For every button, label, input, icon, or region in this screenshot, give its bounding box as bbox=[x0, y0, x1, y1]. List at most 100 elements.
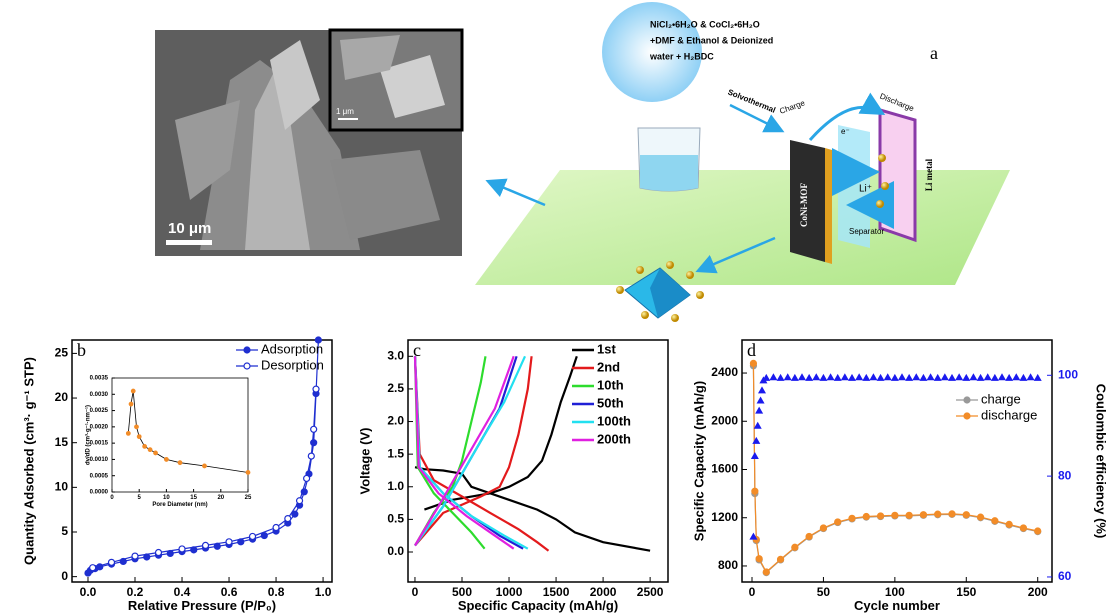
x-tick-label: 2500 bbox=[637, 585, 664, 599]
y-tick-label: 800 bbox=[718, 558, 738, 572]
data-point bbox=[261, 533, 267, 539]
data-point bbox=[304, 475, 310, 481]
x-tick-label: 50 bbox=[817, 585, 831, 599]
data-point bbox=[998, 373, 1006, 380]
data-point bbox=[820, 525, 826, 531]
data-point bbox=[812, 373, 820, 380]
electron-label: e⁻ bbox=[841, 127, 850, 136]
sem-image: 10 μm 1 μm bbox=[155, 30, 462, 256]
y-tick-label: 3.0 bbox=[387, 348, 404, 362]
data-point bbox=[912, 373, 920, 380]
legend-label: 10th bbox=[597, 377, 624, 392]
data-point bbox=[308, 453, 314, 459]
data-point bbox=[827, 373, 835, 380]
data-point bbox=[991, 374, 999, 381]
data-point bbox=[246, 471, 250, 475]
data-point bbox=[179, 546, 185, 552]
y2-tick-label: 80 bbox=[1058, 468, 1072, 482]
legend-label: discharge bbox=[981, 407, 1037, 422]
data-point bbox=[855, 373, 863, 380]
schematic: NiCl₂•6H₂O & CoCl₂•6H₂O +DMF & Ethanol &… bbox=[475, 2, 1010, 322]
y-tick-label: 25 bbox=[55, 346, 69, 360]
data-point bbox=[108, 559, 114, 565]
x-tick-label: 15 bbox=[190, 495, 197, 501]
data-point bbox=[750, 360, 756, 366]
data-point bbox=[920, 512, 926, 518]
data-point bbox=[137, 435, 141, 439]
x-tick-label: 1.0 bbox=[315, 585, 332, 599]
data-point bbox=[297, 498, 303, 504]
data-point bbox=[878, 513, 884, 519]
data-point bbox=[791, 374, 799, 381]
y-tick-label: 1200 bbox=[711, 510, 738, 524]
data-point bbox=[877, 374, 885, 381]
x-tick-label: 10 bbox=[163, 495, 170, 501]
data-point bbox=[755, 407, 763, 414]
data-point bbox=[1006, 521, 1012, 527]
y-tick-label: 1.0 bbox=[387, 479, 404, 493]
y-tick-label: 2400 bbox=[711, 365, 738, 379]
solvothermal-label: Solvothermal bbox=[726, 87, 776, 114]
y-tick-label: 0.0005 bbox=[90, 473, 109, 479]
data-point bbox=[892, 512, 898, 518]
y-tick-label: 0.0 bbox=[387, 544, 404, 558]
panel-label: d bbox=[747, 340, 756, 360]
x-tick-label: 0 bbox=[749, 585, 756, 599]
x-tick-label: 1500 bbox=[543, 585, 570, 599]
legend-label: 1st bbox=[597, 341, 616, 356]
data-point bbox=[165, 458, 169, 462]
y-tick-label: 2000 bbox=[711, 413, 738, 427]
data-point bbox=[935, 511, 941, 517]
data-line bbox=[93, 389, 316, 568]
x-axis-label: Cycle number bbox=[854, 598, 940, 613]
data-point bbox=[757, 397, 765, 404]
y-tick-label: 0.0030 bbox=[90, 392, 109, 398]
x-axis-label: Pore Diameter (nm) bbox=[152, 502, 207, 508]
data-point bbox=[898, 373, 906, 380]
data-point bbox=[977, 374, 985, 381]
data-point bbox=[805, 374, 813, 381]
data-point bbox=[949, 511, 955, 517]
data-point bbox=[905, 374, 913, 381]
data-point bbox=[311, 440, 317, 446]
data-point bbox=[311, 426, 317, 432]
x-tick-label: 150 bbox=[956, 585, 976, 599]
data-point bbox=[819, 374, 827, 381]
data-point bbox=[784, 373, 792, 380]
data-point bbox=[934, 374, 942, 381]
legend-marker bbox=[244, 347, 250, 353]
y2-tick-label: 100 bbox=[1058, 367, 1078, 381]
data-point bbox=[752, 488, 758, 494]
data-point bbox=[1020, 525, 1026, 531]
y-tick-label: 0.0000 bbox=[90, 490, 109, 496]
data-point bbox=[849, 515, 855, 521]
y-tick-label: 0.0025 bbox=[90, 408, 109, 414]
data-point bbox=[143, 445, 147, 449]
anode-label: Li metal bbox=[924, 158, 934, 191]
data-point bbox=[962, 374, 970, 381]
data-point bbox=[751, 452, 759, 459]
x-tick-label: 25 bbox=[245, 495, 252, 501]
data-point bbox=[927, 373, 935, 380]
x-tick-label: 0.2 bbox=[127, 585, 144, 599]
data-point bbox=[806, 533, 812, 539]
y-axis-label: Quantity Adsorbed (cm³· g⁻¹ STP) bbox=[21, 357, 36, 565]
data-point bbox=[1012, 373, 1020, 380]
panel-label: a bbox=[930, 43, 938, 63]
data-point bbox=[1027, 373, 1035, 380]
data-point bbox=[963, 512, 969, 518]
data-point bbox=[226, 539, 232, 545]
data-point bbox=[884, 373, 892, 380]
data-point bbox=[756, 556, 762, 562]
legend-label: charge bbox=[981, 391, 1021, 406]
li-ion-label: Li⁺ bbox=[859, 184, 872, 195]
data-line bbox=[128, 391, 248, 473]
data-point bbox=[841, 373, 849, 380]
data-point bbox=[1034, 374, 1042, 381]
data-point bbox=[835, 519, 841, 525]
data-point bbox=[992, 518, 998, 524]
data-point bbox=[777, 374, 785, 381]
y-tick-label: 0.5 bbox=[387, 512, 404, 526]
data-point bbox=[906, 512, 912, 518]
data-point bbox=[955, 373, 963, 380]
